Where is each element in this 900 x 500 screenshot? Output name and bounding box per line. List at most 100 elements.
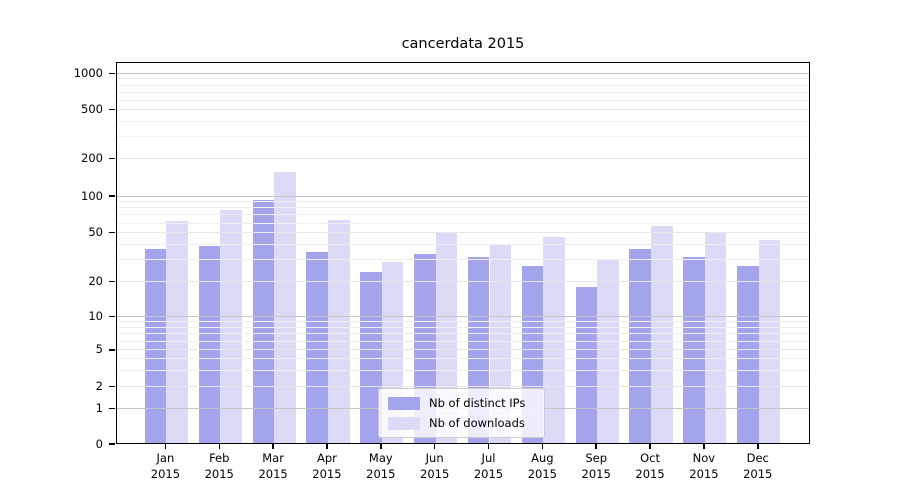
minor-gridline <box>117 201 809 203</box>
x-tick-mark <box>487 444 490 449</box>
legend-entry-distinct-ips: Nb of distinct IPs <box>388 396 535 410</box>
x-tick-year: 2015 <box>420 466 450 481</box>
y-tick-label: 100 <box>81 188 103 203</box>
x-tick-mark <box>272 444 274 449</box>
bar-distinct-ips-apr <box>306 252 328 443</box>
plot-area <box>116 62 810 444</box>
legend: Nb of distinct IPs Nb of downloads <box>378 388 545 438</box>
bar-downloads-nov <box>704 232 727 443</box>
bar-distinct-ips-oct <box>629 249 652 443</box>
x-tick-year: 2015 <box>581 466 611 481</box>
x-tick-month: Apr <box>316 451 337 465</box>
minor-gridline <box>117 99 809 101</box>
y-tick-mark <box>109 407 115 410</box>
minor-gridline <box>117 326 809 328</box>
y-tick-mark <box>109 157 115 160</box>
legend-entry-downloads: Nb of downloads <box>388 416 535 430</box>
y-tick-label: 500 <box>81 101 103 116</box>
x-tick-label-oct: Oct 2015 <box>619 451 681 482</box>
bar-downloads-apr <box>327 220 350 443</box>
x-tick-mark <box>218 444 220 449</box>
bar-distinct-ips-sep <box>575 287 598 443</box>
y-tick-label: 200 <box>81 150 103 165</box>
bar-downloads-mar <box>274 172 296 443</box>
y-tick-mark <box>109 385 115 388</box>
bar-distinct-ips-jan <box>144 249 167 443</box>
minor-gridline <box>117 84 809 86</box>
gridline-100 <box>117 195 809 197</box>
bar-downloads-oct <box>651 226 673 443</box>
gridline-5 <box>117 349 809 351</box>
x-tick-year: 2015 <box>743 466 773 481</box>
x-tick-mark <box>164 444 167 449</box>
x-tick-label-may: May 2015 <box>350 451 412 482</box>
bar-downloads-sep <box>597 258 619 443</box>
x-tick-label-feb: Feb 2015 <box>188 451 250 482</box>
x-tick-month: Aug <box>531 451 554 465</box>
gridline-200 <box>117 157 809 159</box>
bar-downloads-feb <box>220 209 242 443</box>
x-tick-month: Oct <box>640 451 660 465</box>
bar-downloads-aug <box>543 236 565 443</box>
minor-gridline <box>117 214 809 216</box>
x-tick-mark <box>595 444 597 449</box>
legend-swatch-distinct-ips-icon <box>388 396 420 410</box>
x-tick-label-apr: Apr 2015 <box>296 451 358 482</box>
minor-gridline <box>117 333 809 335</box>
x-tick-month: Jan <box>156 451 175 465</box>
y-tick-label: 50 <box>88 225 103 240</box>
y-tick-label: 5 <box>95 342 103 357</box>
y-tick-mark <box>109 280 115 283</box>
minor-gridline <box>117 321 809 323</box>
gridline-500 <box>117 108 809 110</box>
y-tick-label: 2 <box>95 379 103 394</box>
minor-gridline <box>117 78 809 80</box>
x-tick-year: 2015 <box>204 466 234 481</box>
x-tick-year: 2015 <box>258 466 288 481</box>
y-tick-mark <box>109 443 115 445</box>
minor-gridline <box>117 259 809 261</box>
minor-gridline <box>117 120 809 122</box>
x-tick-year: 2015 <box>635 466 665 481</box>
x-tick-year: 2015 <box>473 466 504 481</box>
legend-label-downloads: Nb of downloads <box>429 416 525 430</box>
minor-gridline <box>117 207 809 209</box>
gridline-10 <box>117 315 809 317</box>
legend-swatch-downloads-icon <box>388 416 420 430</box>
x-tick-label-jan: Jan 2015 <box>134 451 196 482</box>
x-tick-month: Nov <box>692 451 716 465</box>
gridline-20 <box>117 280 809 282</box>
x-tick-month: Jun <box>425 451 444 465</box>
x-tick-label-nov: Nov 2015 <box>673 451 735 482</box>
y-tick-label: 0 <box>95 436 103 451</box>
x-tick-month: Mar <box>262 451 284 465</box>
legend-label-distinct-ips: Nb of distinct IPs <box>429 396 526 410</box>
x-tick-mark <box>757 444 759 449</box>
gridline-1000 <box>117 72 809 74</box>
x-tick-year: 2015 <box>689 466 719 481</box>
x-tick-label-sep: Sep 2015 <box>565 451 627 482</box>
y-tick-mark <box>109 195 115 197</box>
bar-distinct-ips-dec <box>737 266 759 443</box>
x-tick-year: 2015 <box>366 466 396 481</box>
x-tick-month: May <box>368 451 393 465</box>
chart-title: cancerdata 2015 <box>401 36 525 52</box>
x-tick-month: Feb <box>209 451 230 465</box>
minor-gridline <box>117 91 809 93</box>
minor-gridline <box>117 136 809 138</box>
x-tick-month: Dec <box>746 451 769 465</box>
minor-gridline <box>117 340 809 342</box>
x-tick-label-jun: Jun 2015 <box>404 451 466 482</box>
x-tick-month: Jul <box>481 451 496 465</box>
gridline-2 <box>117 386 809 388</box>
x-tick-label-dec: Dec 2015 <box>727 451 789 482</box>
x-tick-mark <box>541 444 544 449</box>
y-tick-mark <box>109 108 115 111</box>
minor-gridline <box>117 244 809 246</box>
y-tick-label: 10 <box>88 308 103 323</box>
x-tick-label-mar: Mar 2015 <box>242 451 304 482</box>
x-tick-mark <box>326 444 328 449</box>
x-tick-mark <box>703 444 705 449</box>
y-tick-mark <box>109 349 115 351</box>
minor-gridline <box>117 369 809 371</box>
